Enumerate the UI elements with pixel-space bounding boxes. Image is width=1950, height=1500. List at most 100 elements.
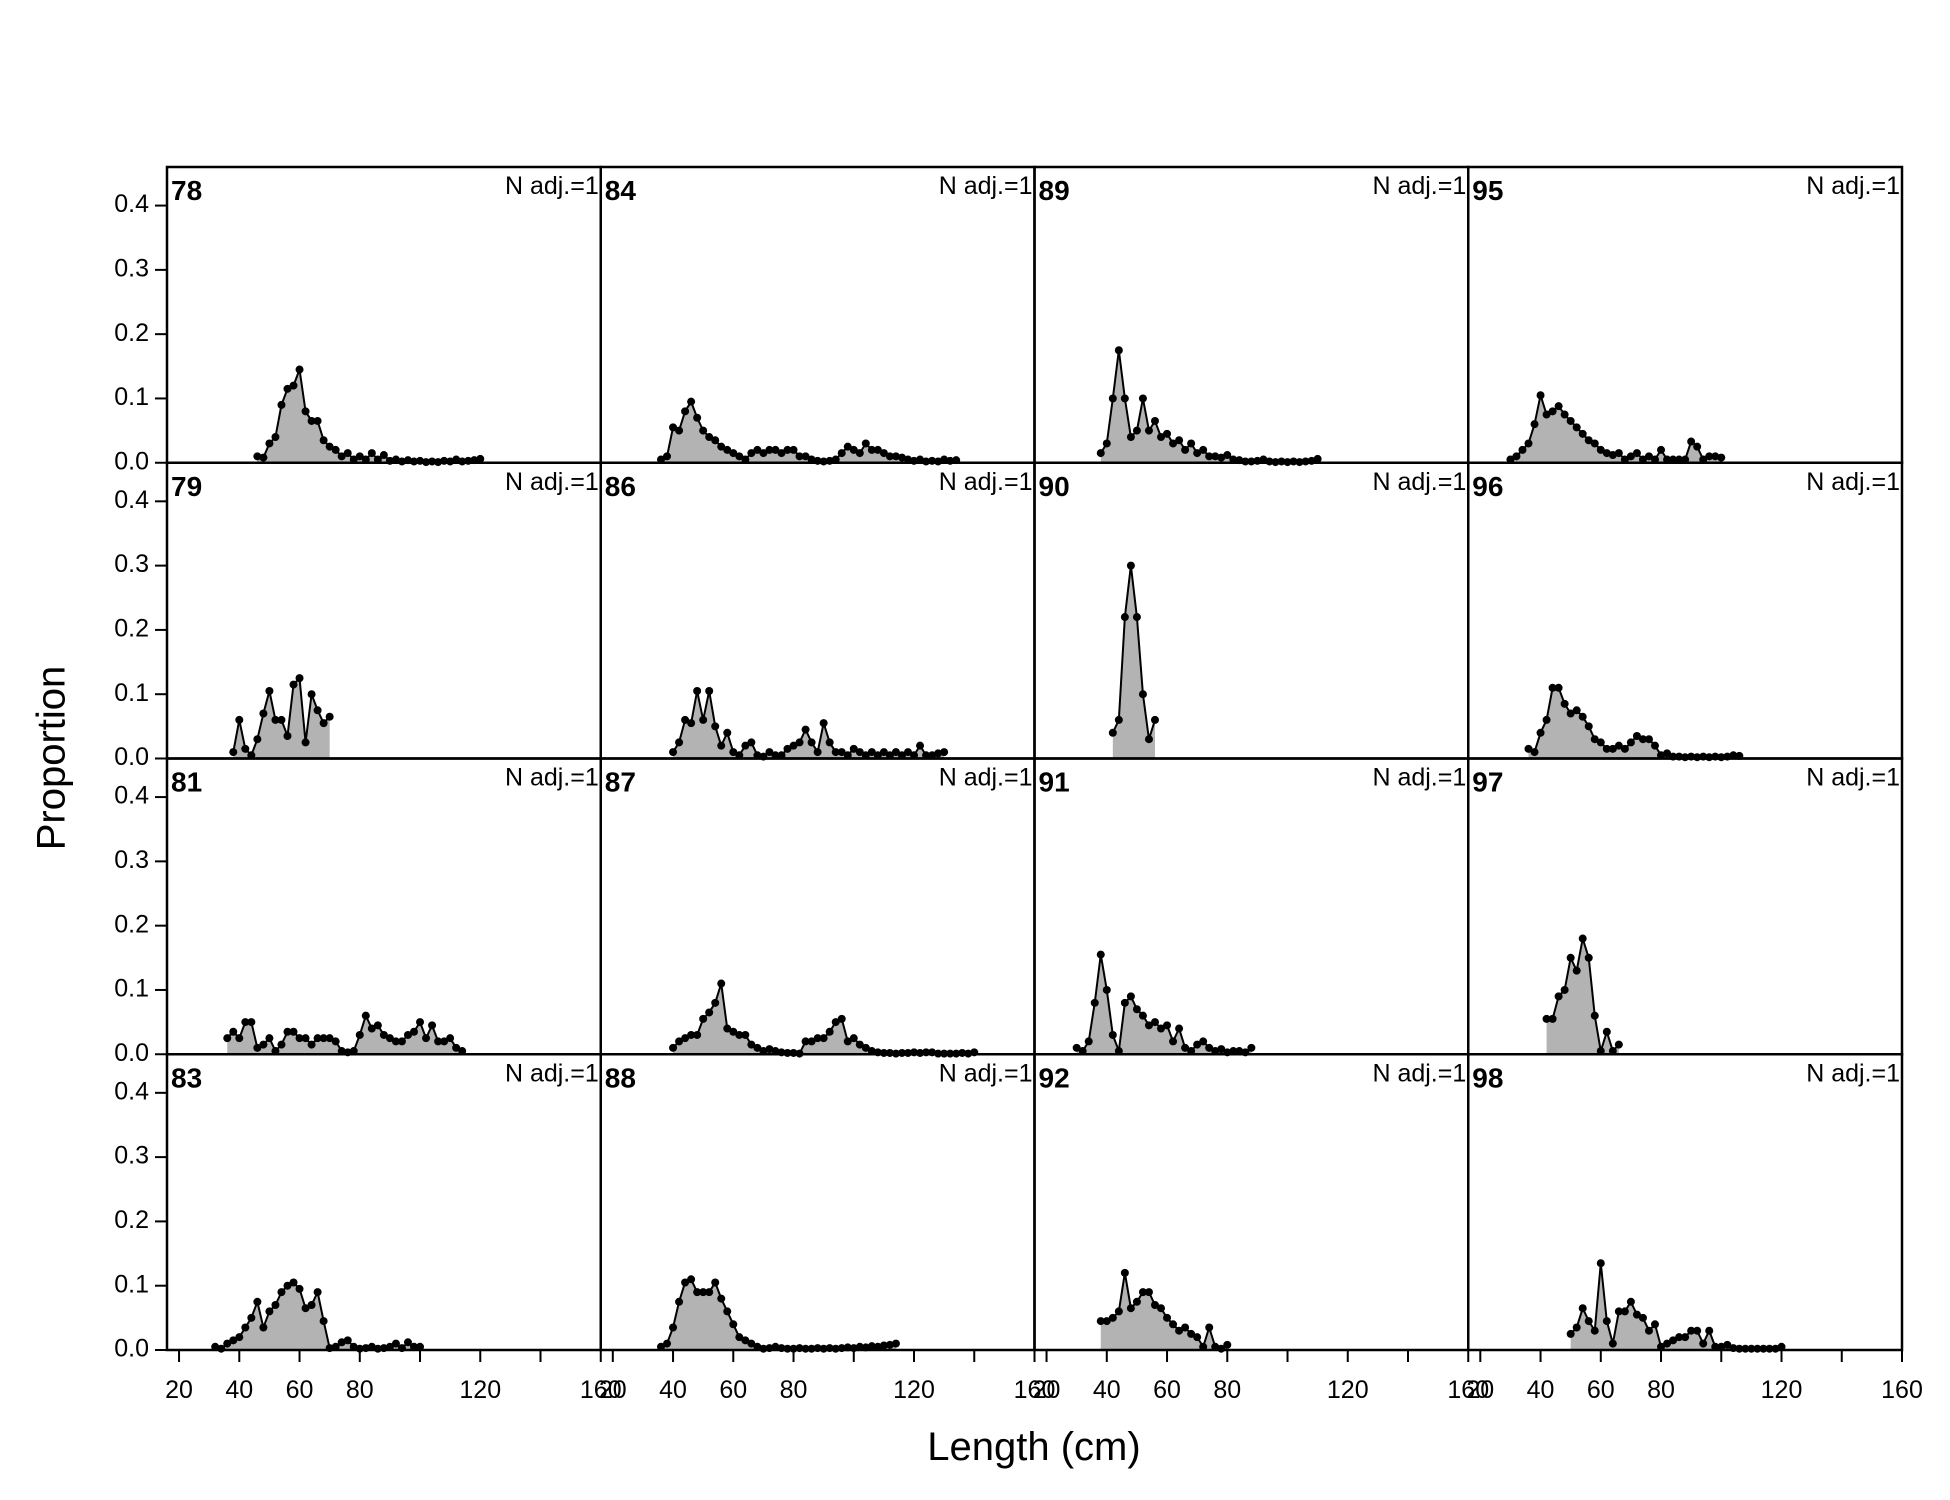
- point: [1132, 426, 1141, 435]
- point: [1542, 715, 1551, 724]
- point: [837, 1014, 846, 1023]
- area: [1100, 350, 1318, 463]
- point: [675, 1297, 684, 1306]
- point: [795, 452, 804, 461]
- x-tick-label: 20: [1466, 1376, 1494, 1404]
- point: [675, 426, 684, 435]
- point: [253, 735, 262, 744]
- point: [765, 1045, 774, 1054]
- x-tick-label: 160: [1447, 1376, 1489, 1404]
- point: [1223, 451, 1232, 460]
- point: [295, 1034, 304, 1043]
- point: [355, 1030, 364, 1039]
- point: [783, 445, 792, 454]
- y-tick-label: 0.2: [114, 319, 149, 347]
- point: [313, 416, 322, 425]
- point: [1614, 1040, 1623, 1049]
- point: [741, 1336, 750, 1345]
- panel-annotation: N adj.=1: [505, 468, 599, 496]
- point: [1632, 449, 1641, 458]
- point: [319, 436, 328, 445]
- point: [1205, 1043, 1214, 1052]
- point: [819, 719, 828, 728]
- point: [409, 1027, 418, 1036]
- point: [1566, 953, 1575, 962]
- panel-frame: [599, 461, 1036, 760]
- panel-annotation: N adj.=1: [505, 764, 599, 792]
- area: [1570, 1263, 1782, 1350]
- x-tick-label: 60: [719, 1376, 747, 1404]
- point: [1638, 735, 1647, 744]
- y-tick-label: 0.1: [114, 679, 149, 707]
- x-tick-label: 40: [1527, 1376, 1555, 1404]
- x-tick-label: 80: [1213, 1376, 1241, 1404]
- point: [879, 449, 888, 458]
- y-tick-label: 0.1: [114, 975, 149, 1003]
- point: [825, 738, 834, 747]
- point: [1150, 1300, 1159, 1309]
- point: [699, 1288, 708, 1297]
- point: [235, 715, 244, 724]
- point: [867, 748, 876, 757]
- point: [301, 407, 310, 416]
- point: [1669, 1336, 1678, 1345]
- x-tick-label: 120: [459, 1376, 501, 1404]
- point: [849, 445, 858, 454]
- point: [1199, 1037, 1208, 1046]
- panel-annotation: N adj.=1: [505, 172, 599, 200]
- point: [1138, 1288, 1147, 1297]
- point: [765, 748, 774, 757]
- point: [1102, 985, 1111, 994]
- point: [1578, 934, 1587, 943]
- point: [1217, 453, 1226, 462]
- point: [741, 1030, 750, 1039]
- point: [1566, 709, 1575, 718]
- point: [1132, 1005, 1141, 1014]
- point: [729, 748, 738, 757]
- point: [301, 1034, 310, 1043]
- point: [1590, 1011, 1599, 1020]
- point: [271, 715, 280, 724]
- panel-annotation: N adj.=1: [939, 1059, 1033, 1087]
- point: [897, 453, 906, 462]
- point: [753, 1043, 762, 1052]
- point: [807, 1037, 816, 1046]
- panel-frame: [1467, 1053, 1904, 1352]
- point: [735, 452, 744, 461]
- point: [1608, 451, 1617, 460]
- point: [1554, 992, 1563, 1001]
- point: [313, 1288, 322, 1297]
- point: [428, 1021, 437, 1030]
- panel-label: 79: [171, 471, 202, 502]
- point: [1590, 735, 1599, 744]
- panel-frame: [165, 1053, 602, 1352]
- point: [1108, 1313, 1117, 1322]
- point: [843, 442, 852, 451]
- point: [699, 1014, 708, 1023]
- panel-frame: [1467, 165, 1904, 464]
- point: [1126, 561, 1135, 570]
- point: [319, 719, 328, 728]
- point: [301, 1304, 310, 1313]
- point: [1608, 744, 1617, 753]
- point: [476, 454, 485, 463]
- point: [1114, 1307, 1123, 1316]
- point: [1548, 1014, 1557, 1023]
- point: [1157, 433, 1166, 442]
- point: [1150, 1018, 1159, 1027]
- panel-annotation: N adj.=1: [505, 1059, 599, 1087]
- point: [711, 998, 720, 1007]
- point: [855, 748, 864, 757]
- area: [1546, 938, 1619, 1055]
- point: [1313, 454, 1322, 463]
- point: [813, 1034, 822, 1043]
- point: [259, 1040, 268, 1049]
- point: [1518, 445, 1527, 454]
- point: [705, 1288, 714, 1297]
- point: [717, 442, 726, 451]
- point: [801, 452, 810, 461]
- point: [1542, 410, 1551, 419]
- point: [313, 1034, 322, 1043]
- point: [1608, 1339, 1617, 1348]
